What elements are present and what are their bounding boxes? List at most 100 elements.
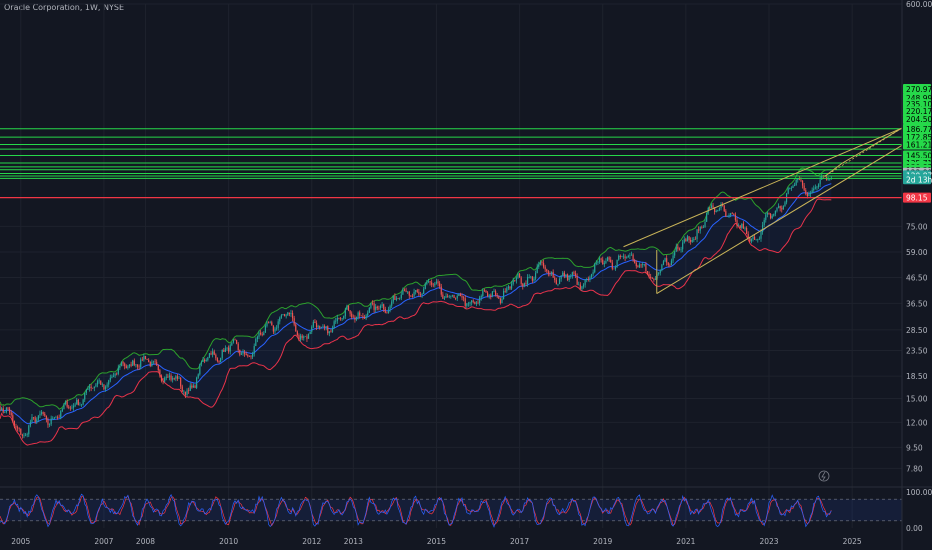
price-badge-label-15: 98.15 <box>906 194 928 203</box>
candle-body-274 <box>437 281 439 284</box>
candle-body-489 <box>781 208 783 210</box>
candle-body-158 <box>251 353 254 357</box>
candle-body-193 <box>307 334 310 339</box>
candle-body-454 <box>725 211 727 217</box>
horizontal-levels[interactable] <box>0 128 902 199</box>
candle-body-498 <box>795 179 797 186</box>
candle-body-338 <box>539 262 541 265</box>
candle-body-280 <box>447 296 449 297</box>
candle-body-415 <box>662 261 665 265</box>
candle-body-385 <box>614 266 617 269</box>
candle-body-229 <box>365 315 367 319</box>
candle-body-142 <box>226 347 228 349</box>
candle-body-191 <box>304 336 306 338</box>
candle-body-409 <box>653 278 655 280</box>
lightning-icon <box>821 471 826 481</box>
candle-body-503 <box>803 185 805 191</box>
candle-body-100 <box>159 370 161 376</box>
candle-body-181 <box>288 312 290 314</box>
candle-body-456 <box>728 215 730 217</box>
candle-body-374 <box>597 261 599 263</box>
candle-body-32 <box>50 418 52 425</box>
candle-body-260 <box>415 290 417 292</box>
candle-body-221 <box>352 317 354 318</box>
candle-body-115 <box>183 391 185 393</box>
candle-body-383 <box>611 262 613 269</box>
candle-body-313 <box>499 298 502 304</box>
candle-body-315 <box>502 291 505 300</box>
price-badge-support-15 <box>903 192 931 203</box>
y-axis[interactable]: 600.00 75.00 59.00 46.50 36.50 28.50 23.50 18.5… <box>906 0 932 533</box>
candle-body-219 <box>349 310 351 314</box>
candle-body-22 <box>34 417 36 422</box>
candle-body-266 <box>424 284 426 290</box>
candle-body-102 <box>162 380 164 382</box>
candle-body-53 <box>84 393 86 400</box>
candle-body-125 <box>199 363 201 375</box>
candle-body-470 <box>750 238 753 242</box>
candle-body-362 <box>578 284 580 286</box>
candle-body-328 <box>523 283 525 287</box>
candle-body-490 <box>782 206 784 210</box>
candle-body-26 <box>40 412 43 414</box>
candle-body-380 <box>606 257 609 261</box>
candle-body-107 <box>170 375 172 380</box>
candle-body-38 <box>60 411 62 418</box>
candle-body-347 <box>554 277 556 280</box>
candle-body-316 <box>504 291 506 292</box>
candle-body-271 <box>432 284 434 286</box>
candles <box>0 173 832 439</box>
candle-body-192 <box>306 336 308 339</box>
x-tick-2019: 2019 <box>593 537 612 546</box>
candle-body-77 <box>122 361 124 364</box>
candle-body-262 <box>418 291 420 295</box>
candle-body-103 <box>164 377 166 382</box>
candle-body-195 <box>311 326 313 332</box>
candle-body-67 <box>106 384 108 387</box>
candle-body-105 <box>167 376 169 378</box>
candle-body-58 <box>92 387 94 389</box>
rsi-pane <box>0 486 932 528</box>
candle-body-306 <box>488 295 490 297</box>
candle-body-301 <box>480 295 482 298</box>
candle-body-372 <box>594 263 596 273</box>
candle-body-320 <box>510 283 513 289</box>
candle-body-337 <box>538 264 540 267</box>
candle-body-178 <box>283 314 286 317</box>
candle-body-363 <box>579 284 581 289</box>
x-tick-2012: 2012 <box>302 537 321 546</box>
candle-body-427 <box>682 242 684 250</box>
candle-body-250 <box>399 298 401 299</box>
candle-body-145 <box>231 342 233 346</box>
candle-body-150 <box>239 349 241 355</box>
candle-body-41 <box>64 401 67 404</box>
candle-body-474 <box>757 239 759 241</box>
candle-body-279 <box>445 296 447 298</box>
candle-body-436 <box>696 229 698 240</box>
candle-body-30 <box>47 419 49 425</box>
candle-body-243 <box>387 309 390 314</box>
candle-body-156 <box>248 356 251 357</box>
candle-body-70 <box>111 376 113 378</box>
candle-body-159 <box>253 346 255 354</box>
candle-body-458 <box>731 213 733 215</box>
candle-body-307 <box>490 295 492 297</box>
price-badge-countdown-14 <box>903 174 931 185</box>
price-badge-label-5: 186.77 <box>906 125 932 134</box>
candle-body-299 <box>477 302 479 304</box>
candle-body-89 <box>141 359 143 361</box>
trend-channel[interactable] <box>623 127 903 295</box>
candle-body-61 <box>96 381 99 385</box>
candle-body-333 <box>531 276 533 281</box>
x-axis[interactable]: 2005 2007 2008 2010 2012 2013 2015 2017 2019 2021… <box>11 537 862 546</box>
candle-body-222 <box>354 317 356 320</box>
candle-body-83 <box>132 360 134 366</box>
candle-body-505 <box>806 193 808 197</box>
candle-body-155 <box>247 355 249 357</box>
candle-body-459 <box>733 213 735 215</box>
candle-body-396 <box>632 254 634 261</box>
candle-body-351 <box>560 275 562 279</box>
candle-body-366 <box>584 279 586 285</box>
candle-body-321 <box>512 280 514 284</box>
